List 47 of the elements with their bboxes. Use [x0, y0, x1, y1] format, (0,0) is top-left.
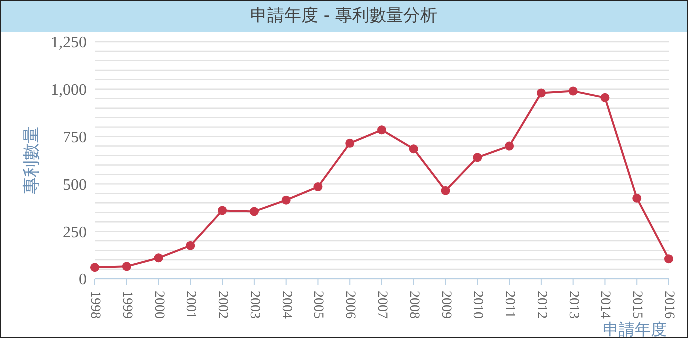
y-tick-label: 500	[63, 176, 87, 194]
y-axis-title: 專利數量	[22, 126, 42, 194]
point	[90, 263, 100, 272]
x-tick-label: 2012	[534, 291, 549, 319]
x-tick-label: 2004	[278, 291, 294, 319]
x-tick-label: 2007	[374, 291, 390, 319]
point	[346, 138, 355, 148]
y-tick-label: 1,250	[51, 34, 87, 52]
x-tick-label: 2014	[598, 291, 613, 319]
x-tick-label: 2008	[406, 291, 422, 319]
point	[314, 182, 323, 192]
x-tick-label: 2002	[215, 291, 230, 319]
point	[632, 194, 642, 203]
point	[378, 126, 386, 135]
x-tick-label: 1999	[119, 291, 134, 319]
x-tick-label: 1998	[88, 291, 102, 319]
y-tick-label: 1,000	[51, 82, 87, 100]
x-tick-label: 2006	[342, 291, 358, 319]
x-tick-label: 2010	[470, 291, 486, 319]
point	[600, 93, 610, 102]
point	[664, 254, 674, 264]
point	[282, 196, 291, 205]
y-tick-label: 250	[63, 224, 87, 242]
x-tick-label: 2001	[183, 291, 198, 319]
point	[568, 86, 578, 96]
point	[250, 207, 259, 216]
x-tick-label: 2016	[662, 291, 676, 319]
point	[473, 153, 482, 162]
x-tick-label: 2013	[566, 291, 581, 319]
point	[154, 254, 164, 263]
x-axis-title: 申請年度	[603, 320, 667, 338]
x-tick-label: 2015	[630, 291, 645, 319]
y-tick-label: 750	[63, 129, 87, 146]
point	[218, 206, 228, 216]
point	[441, 186, 450, 196]
y-tick-label: 0	[79, 272, 87, 289]
point	[122, 262, 132, 272]
x-tick-label: 2011	[502, 291, 518, 318]
x-tick-label: 2005	[310, 291, 326, 319]
point	[505, 142, 514, 151]
point	[536, 88, 546, 98]
x-tick-label: 2000	[151, 291, 166, 319]
point	[409, 144, 418, 154]
x-tick-label: 2003	[246, 291, 262, 319]
point	[186, 241, 196, 250]
x-tick-label: 2009	[438, 291, 454, 319]
chart-title: 申請年度 - 專利數量分析	[1, 1, 687, 32]
